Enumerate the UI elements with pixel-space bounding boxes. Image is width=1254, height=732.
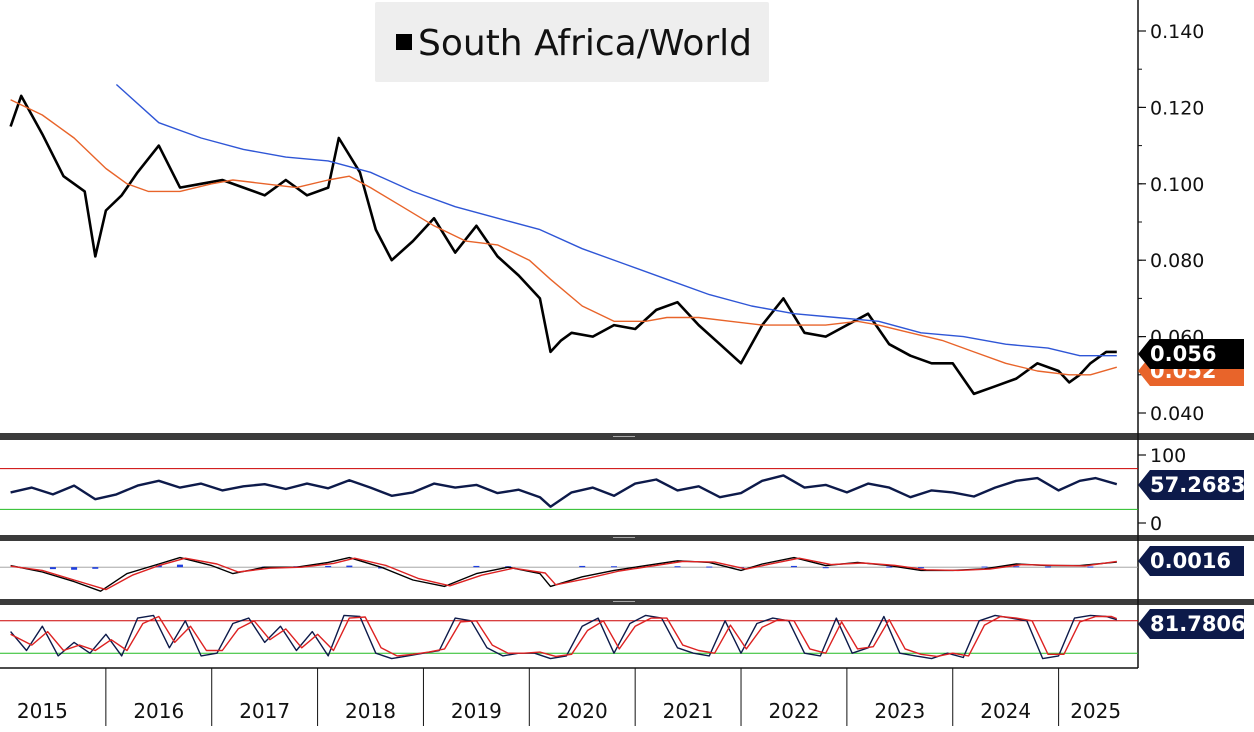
- panel-separators: [0, 433, 1254, 605]
- x-tick-label: 2020: [557, 699, 608, 723]
- y-tick-label: 0.120: [1150, 97, 1204, 119]
- separator-grip-2: [613, 537, 635, 538]
- histogram-bar: [325, 565, 332, 568]
- y-tick-label: 0.080: [1150, 250, 1204, 272]
- last-value-badge: 0.0016: [1138, 546, 1244, 576]
- price-series-line: [115, 83, 1117, 357]
- legend: South Africa/World: [375, 2, 769, 82]
- badge-shape: [1138, 609, 1244, 639]
- series-lines: [9, 83, 1118, 660]
- separator-grip-3: [613, 601, 635, 602]
- stochastic-series-line: [10, 615, 1118, 658]
- x-tick-label: 2022: [769, 699, 820, 723]
- legend-marker: [396, 34, 412, 50]
- histogram-bar: [917, 567, 924, 569]
- histogram-bar: [92, 567, 99, 569]
- x-tick-label: 2023: [874, 699, 925, 723]
- badge-label: 81.7806: [1150, 612, 1246, 636]
- x-tick-label: 2018: [345, 699, 396, 723]
- histogram-bar: [706, 566, 713, 568]
- badge-label: 0.056: [1150, 342, 1216, 366]
- last-value-badge: 81.7806: [1138, 609, 1246, 639]
- histogram-bar: [473, 565, 480, 568]
- last-value-badge: 57.2683: [1138, 470, 1246, 500]
- legend-box: [375, 2, 769, 82]
- histogram-bar: [176, 564, 183, 568]
- histogram-bar: [1013, 566, 1020, 568]
- histogram-bar: [579, 565, 586, 568]
- y-tick-label: 0.140: [1150, 21, 1204, 43]
- histogram-bar: [790, 565, 797, 568]
- x-axis-ticks: 2015 2016 2017 2018 2019 2020 2021 2022 2023 2024…: [17, 668, 1121, 726]
- badge-shape: [1138, 339, 1244, 369]
- x-tick-label: 2024: [980, 699, 1031, 723]
- x-tick-label: 2017: [239, 699, 290, 723]
- badge-label: 57.2683: [1150, 473, 1246, 497]
- histogram-bar: [610, 566, 617, 568]
- y-tick-label: 100: [1150, 445, 1186, 467]
- rsi-y-axis-ticks: 100 0: [1138, 445, 1186, 535]
- histogram-bar: [71, 567, 78, 570]
- histogram-bar: [822, 567, 829, 569]
- price-series-line: [9, 94, 1117, 396]
- x-tick-label: 2025: [1070, 699, 1121, 723]
- macd-series-line: [10, 557, 1117, 591]
- y-tick-label: 0: [1150, 513, 1162, 535]
- macd-series-line: [10, 556, 1117, 592]
- histogram-bar: [1087, 566, 1094, 568]
- legend-label: South Africa/World: [418, 23, 752, 64]
- last-value-badge: 0.056: [1138, 339, 1244, 369]
- histogram-bar: [49, 567, 56, 570]
- histogram-bar: [981, 566, 988, 568]
- x-tick-label: 2021: [663, 699, 714, 723]
- badge-shape: [1138, 470, 1244, 500]
- y-tick-label: 0.040: [1150, 403, 1204, 425]
- axis-frame: [0, 0, 1139, 669]
- histogram-bar: [674, 566, 681, 568]
- separator-grip-1: [613, 436, 635, 437]
- histogram-bar: [886, 566, 893, 568]
- rsi-series-line: [10, 474, 1118, 508]
- badge-shape: [1138, 546, 1244, 576]
- badge-label: 0.0016: [1150, 549, 1231, 573]
- price-series-line: [10, 99, 1117, 376]
- x-tick-label: 2015: [17, 699, 68, 723]
- x-tick-label: 2016: [133, 699, 184, 723]
- histogram-bar: [346, 565, 353, 568]
- y-tick-label: 0.100: [1150, 174, 1204, 196]
- histogram-bar: [1045, 566, 1052, 568]
- x-tick-label: 2019: [451, 699, 502, 723]
